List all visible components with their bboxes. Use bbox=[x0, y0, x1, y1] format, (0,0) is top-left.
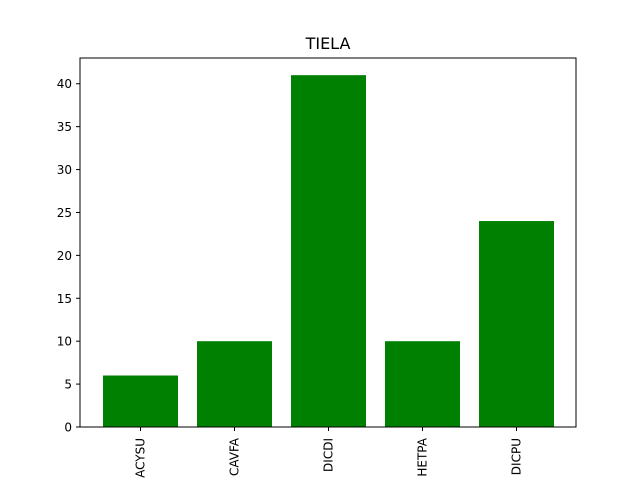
y-tick-label: 35 bbox=[57, 120, 72, 134]
y-tick-label: 0 bbox=[64, 421, 72, 435]
bar-dicpu bbox=[479, 221, 554, 427]
x-tick-label: HETPA bbox=[416, 437, 430, 476]
y-tick-label: 20 bbox=[57, 249, 72, 263]
bar-dicdi bbox=[291, 75, 366, 428]
y-tick-label: 40 bbox=[57, 77, 72, 91]
y-tick-label: 15 bbox=[57, 292, 72, 306]
bars-group bbox=[103, 75, 554, 428]
bar-cavfa bbox=[197, 341, 272, 427]
x-axis: ACYSU CAVFA DICDI HETPA DICPU bbox=[134, 427, 524, 478]
chart-title: TIELA bbox=[305, 34, 351, 53]
y-tick-label: 10 bbox=[57, 335, 72, 349]
y-tick-label: 30 bbox=[57, 163, 72, 177]
x-tick-label: DICDI bbox=[322, 438, 336, 472]
plot-frame bbox=[79, 57, 577, 428]
x-tick-label: DICPU bbox=[510, 438, 524, 475]
bar-hetpa bbox=[385, 341, 460, 427]
bar-acysu bbox=[103, 375, 178, 427]
x-tick-label: CAVFA bbox=[228, 437, 242, 476]
y-axis: 0 5 10 15 20 25 30 35 40 bbox=[57, 77, 80, 435]
y-tick-label: 25 bbox=[57, 206, 72, 220]
y-tick-label: 5 bbox=[64, 378, 72, 392]
x-tick-label: ACYSU bbox=[134, 438, 148, 478]
